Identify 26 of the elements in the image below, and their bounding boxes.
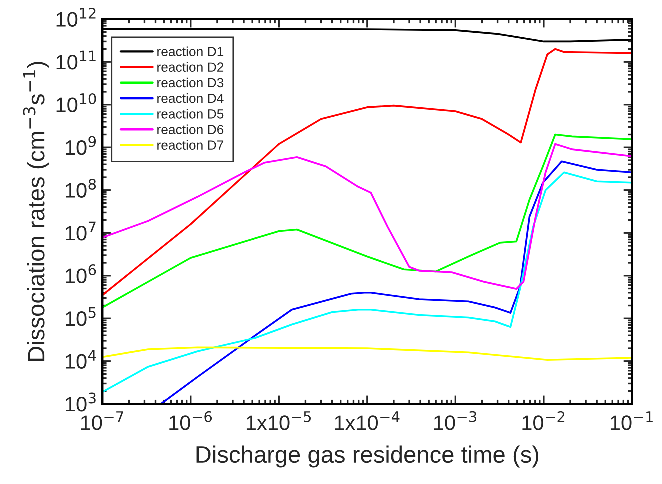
legend-label: reaction D2 <box>158 62 224 72</box>
legend-label: reaction D4 <box>158 94 224 104</box>
y-tick-label: 10$^{7}$ <box>66 222 96 241</box>
y-axis-title: Dissociation rates (cm$^{−3}$s$^{−1}$) <box>23 62 50 362</box>
y-tick-label: 10$^{11}$ <box>56 50 96 70</box>
x-tick-label: 10$^{−3}$ <box>434 411 477 430</box>
y-tick-label: 10$^{10}$ <box>56 93 96 112</box>
x-tick-label: 10$^{−6}$ <box>170 411 212 430</box>
legend-label: reaction D5 <box>158 109 224 119</box>
x-tick-label: 10$^{−2}$ <box>522 411 565 430</box>
legend-label: reaction D7 <box>158 140 224 150</box>
legend-label: reaction D3 <box>158 78 224 88</box>
y-tick-label: 10$^{4}$ <box>66 350 96 369</box>
y-tick-label: 10$^{3}$ <box>66 392 96 412</box>
x-tick-label: 10$^{−7}$ <box>81 412 124 430</box>
y-tick-label: 10$^{8}$ <box>66 178 96 198</box>
y-tick-label: 10$^{5}$ <box>66 307 96 326</box>
legend-label: reaction D1 <box>158 46 224 56</box>
y-tick-label: 10$^{6}$ <box>66 264 96 284</box>
x-tick-label: 1x10$^{−5}$ <box>246 412 311 430</box>
legend-label: reaction D6 <box>158 124 224 134</box>
y-tick-label: 10$^{9}$ <box>66 136 96 156</box>
x-tick-label: 10$^{−1}$ <box>610 412 653 430</box>
x-axis-title: Discharge gas residence time (s) <box>196 446 539 468</box>
x-tick-label: 1x10$^{−4}$ <box>335 412 400 430</box>
y-tick-label: 10$^{12}$ <box>56 8 96 27</box>
